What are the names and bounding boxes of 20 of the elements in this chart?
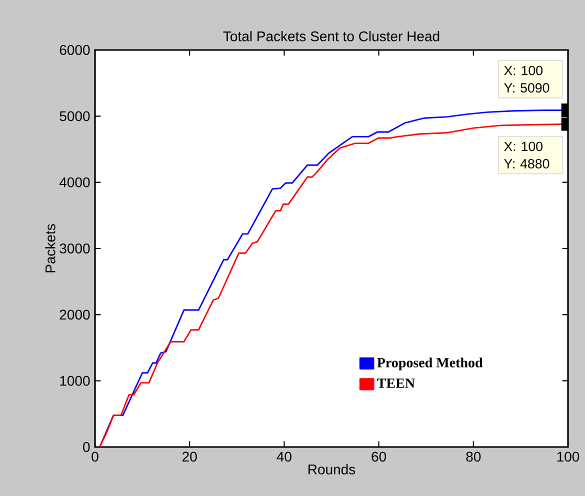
y-tick-label: 6000 — [60, 45, 90, 55]
x-tick-label: 40 — [276, 452, 292, 462]
x-tick-label: 0 — [92, 452, 98, 462]
x-axis-title: Rounds — [308, 464, 356, 474]
x-tick-label: 80 — [466, 452, 481, 462]
legend-label: TEEN — [377, 378, 415, 388]
chart-title: Total Packets Sent to Cluster Head — [223, 31, 440, 42]
x-tick-label: 60 — [372, 452, 386, 462]
y-tick-label: 0 — [83, 442, 90, 452]
y-tick-label: 4000 — [59, 177, 90, 188]
legend-label: Proposed Method — [377, 358, 483, 370]
y-tick-label: 5000 — [60, 111, 90, 122]
y-axis-title: Packets — [45, 224, 56, 272]
annotation: X: 100 Y: 4880 — [504, 142, 550, 168]
y-tick-label: 2000 — [60, 310, 90, 320]
y-tick-label: 3000 — [60, 244, 90, 254]
annotation: X: 100 Y: 5090 — [504, 66, 550, 93]
y-tick-label: 1000 — [60, 376, 90, 386]
x-tick-label: 100 — [557, 452, 580, 462]
x-tick-label: 20 — [182, 452, 197, 462]
